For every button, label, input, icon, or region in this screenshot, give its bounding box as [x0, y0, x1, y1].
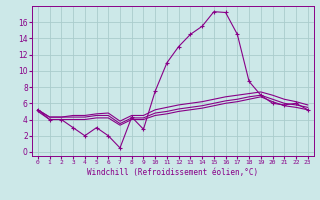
X-axis label: Windchill (Refroidissement éolien,°C): Windchill (Refroidissement éolien,°C) — [87, 168, 258, 177]
